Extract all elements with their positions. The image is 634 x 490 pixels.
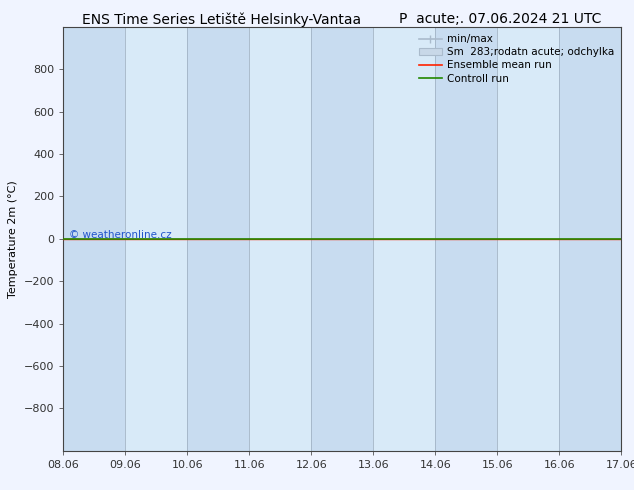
Bar xyxy=(249,27,311,451)
Bar xyxy=(559,27,621,451)
Y-axis label: Temperature 2m (°C): Temperature 2m (°C) xyxy=(8,180,18,298)
Bar xyxy=(311,27,373,451)
Text: © weatheronline.cz: © weatheronline.cz xyxy=(69,230,172,240)
Text: ENS Time Series Letiště Helsinky-Vantaa: ENS Time Series Letiště Helsinky-Vantaa xyxy=(82,12,361,27)
Bar xyxy=(126,27,188,451)
Legend: min/max, Sm  283;rodatn acute; odchylka, Ensemble mean run, Controll run: min/max, Sm 283;rodatn acute; odchylka, … xyxy=(415,30,618,88)
Bar xyxy=(497,27,559,451)
Bar xyxy=(436,27,497,451)
Bar xyxy=(188,27,249,451)
Bar xyxy=(63,27,126,451)
Bar xyxy=(373,27,436,451)
Text: P  acute;. 07.06.2024 21 UTC: P acute;. 07.06.2024 21 UTC xyxy=(399,12,602,26)
